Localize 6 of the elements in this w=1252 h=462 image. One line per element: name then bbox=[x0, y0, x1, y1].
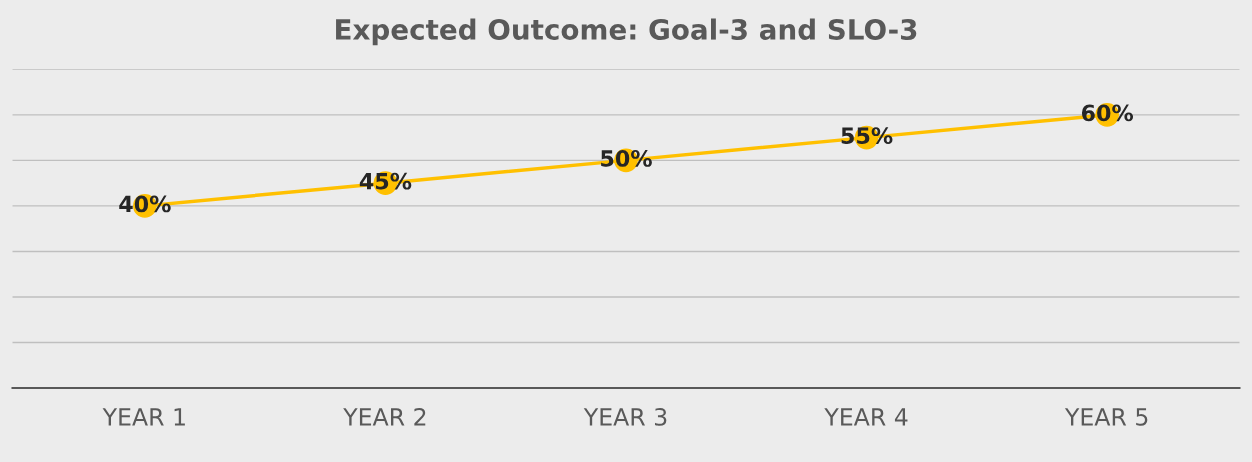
x-tick-label: YEAR 2 bbox=[343, 407, 426, 426]
x-tick-label: YEAR 3 bbox=[583, 407, 667, 426]
chart-title: Expected Outcome: Goal-3 and SLO-3 bbox=[336, 18, 917, 46]
x-tick-label: YEAR 1 bbox=[102, 408, 185, 426]
x-tick-label: YEAR 4 bbox=[824, 408, 908, 426]
x-tick-label: YEAR 5 bbox=[1064, 408, 1148, 426]
